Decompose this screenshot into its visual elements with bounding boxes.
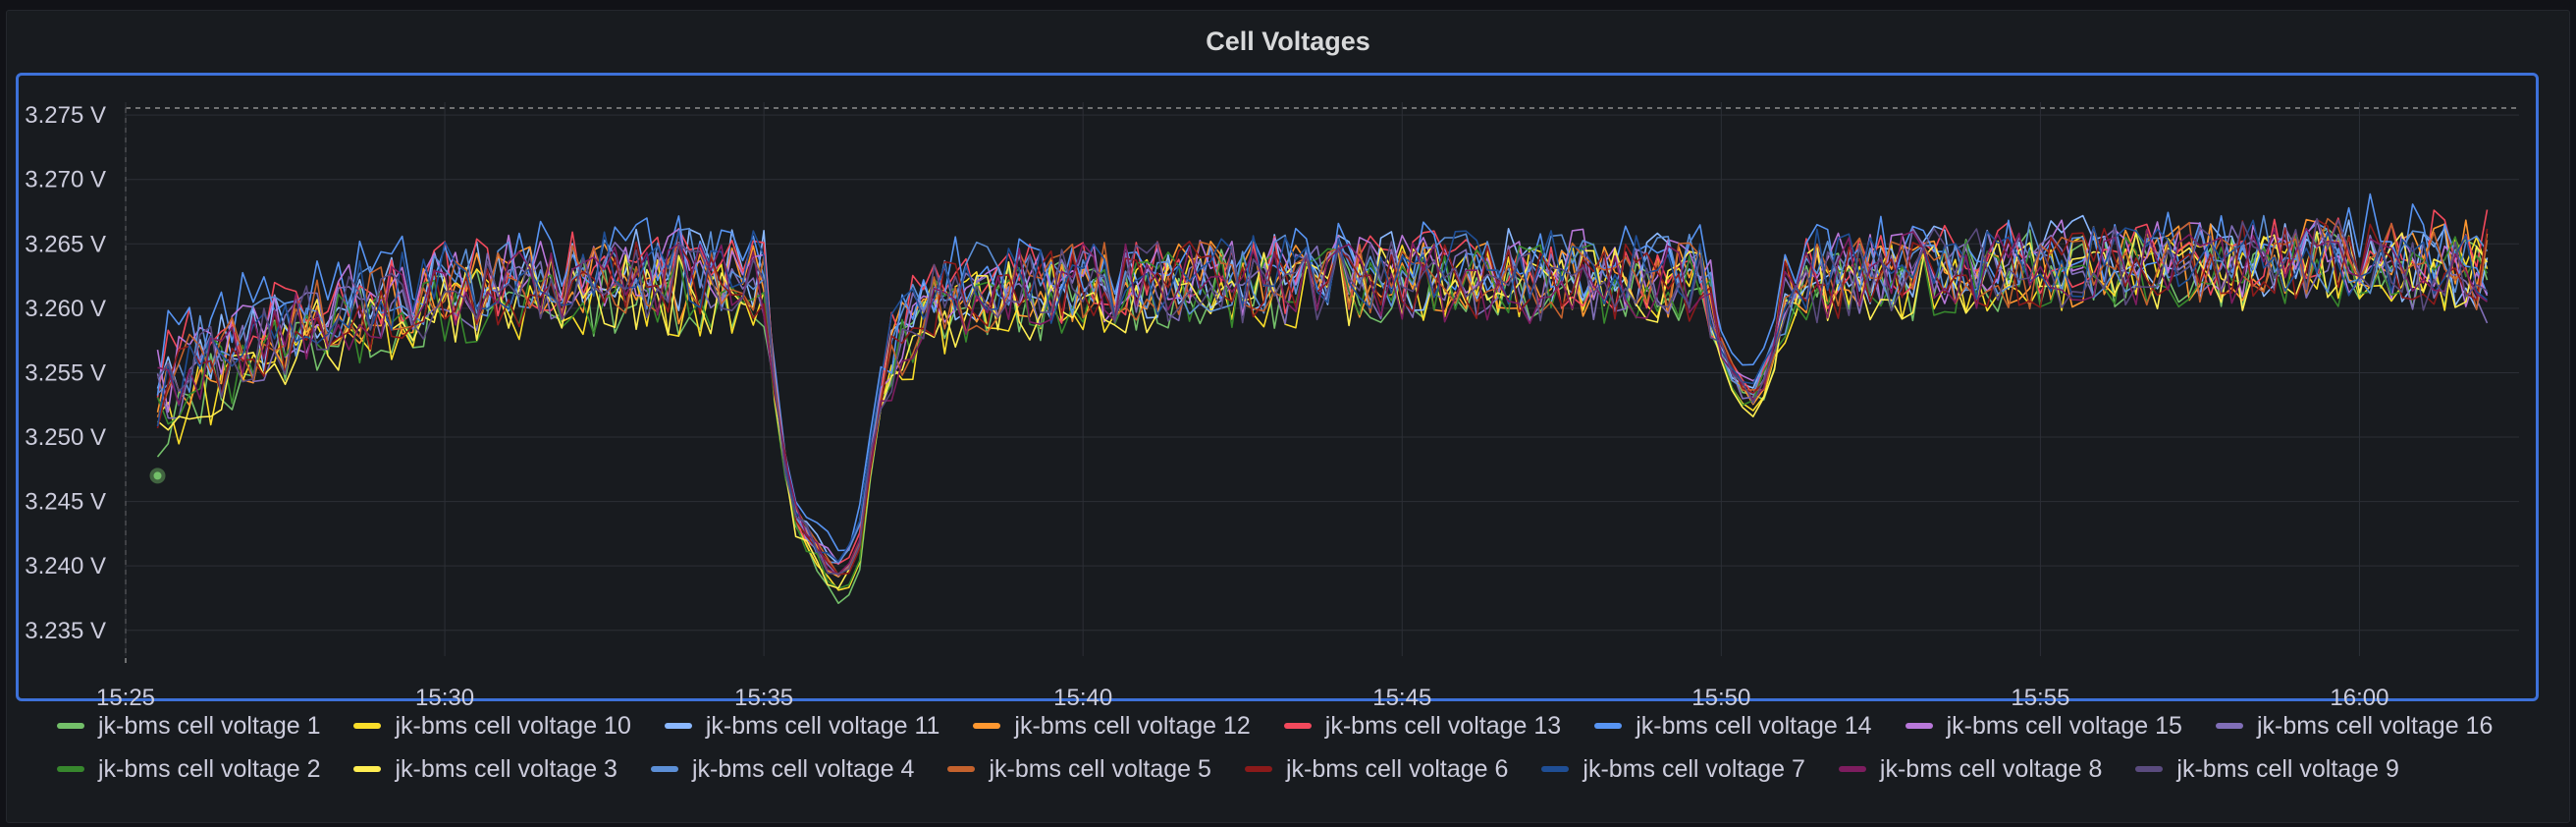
legend-swatch bbox=[650, 766, 678, 772]
legend-label: jk-bms cell voltage 4 bbox=[691, 754, 915, 783]
legend-swatch bbox=[1541, 766, 1570, 772]
cell-voltages-panel: Cell Voltages bbox=[6, 10, 2570, 823]
legend-swatch bbox=[353, 766, 382, 772]
legend-swatch bbox=[664, 723, 692, 729]
legend-swatch bbox=[57, 723, 84, 729]
legend-label: jk-bms cell voltage 13 bbox=[1324, 711, 1562, 740]
legend-item[interactable]: jk-bms cell voltage 16 bbox=[2215, 709, 2494, 743]
x-tick-label: 15:35 bbox=[734, 685, 793, 711]
legend-swatch bbox=[1283, 723, 1312, 729]
x-tick-label: 15:30 bbox=[415, 685, 474, 711]
legend-item[interactable]: jk-bms cell voltage 13 bbox=[1283, 709, 1562, 743]
panel-title[interactable]: Cell Voltages bbox=[1206, 27, 1370, 56]
series-line-14[interactable] bbox=[156, 219, 2489, 563]
legend-label: jk-bms cell voltage 12 bbox=[1014, 711, 1251, 740]
series-line-6[interactable] bbox=[156, 193, 2489, 552]
chart-legend: jk-bms cell voltage 1 jk-bms cell voltage… bbox=[57, 709, 2550, 786]
x-tick-label: 15:50 bbox=[1691, 685, 1750, 711]
y-tick-label: 3.265 V bbox=[25, 231, 106, 257]
legend-item[interactable]: jk-bms cell voltage 6 bbox=[1244, 752, 1509, 786]
series-line-3[interactable] bbox=[156, 214, 2489, 566]
y-tick-label: 3.260 V bbox=[25, 296, 106, 322]
legend-swatch bbox=[947, 766, 976, 772]
y-tick-label: 3.270 V bbox=[25, 167, 106, 193]
legend-label: jk-bms cell voltage 7 bbox=[1583, 754, 1805, 783]
legend-swatch bbox=[1905, 723, 1933, 729]
legend-label: jk-bms cell voltage 8 bbox=[1879, 754, 2103, 783]
legend-label: jk-bms cell voltage 5 bbox=[989, 754, 1211, 783]
legend-swatch bbox=[1838, 766, 1866, 772]
legend-swatch bbox=[2215, 723, 2243, 729]
legend-label: jk-bms cell voltage 6 bbox=[1285, 754, 1509, 783]
y-tick-label: 3.235 V bbox=[25, 618, 106, 644]
legend-label: jk-bms cell voltage 16 bbox=[2256, 711, 2494, 740]
legend-swatch bbox=[57, 766, 84, 772]
series-line-12[interactable] bbox=[156, 217, 2489, 577]
y-tick-label: 3.275 V bbox=[25, 102, 106, 129]
y-tick-label: 3.245 V bbox=[25, 489, 106, 516]
hover-point[interactable] bbox=[153, 471, 162, 480]
x-tick-label: 16:00 bbox=[2330, 685, 2388, 711]
plot-frame[interactable] bbox=[16, 73, 2539, 701]
legend-item[interactable]: jk-bms cell voltage 11 bbox=[664, 709, 940, 743]
legend-item[interactable]: jk-bms cell voltage 10 bbox=[353, 709, 631, 743]
legend-swatch bbox=[1594, 723, 1623, 729]
legend-item[interactable]: jk-bms cell voltage 2 bbox=[57, 752, 320, 786]
legend-swatch bbox=[353, 723, 382, 729]
legend-swatch bbox=[2135, 766, 2164, 772]
legend-label: jk-bms cell voltage 14 bbox=[1636, 711, 1872, 740]
legend-label: jk-bms cell voltage 3 bbox=[395, 754, 617, 783]
legend-label: jk-bms cell voltage 15 bbox=[1946, 711, 2182, 740]
legend-label: jk-bms cell voltage 2 bbox=[98, 754, 321, 783]
series-line-16[interactable] bbox=[156, 217, 2488, 576]
legend-item[interactable]: jk-bms cell voltage 8 bbox=[1838, 752, 2103, 786]
legend-item[interactable]: jk-bms cell voltage 7 bbox=[1541, 752, 1805, 786]
y-tick-label: 3.250 V bbox=[25, 424, 106, 451]
legend-label: jk-bms cell voltage 9 bbox=[2176, 754, 2399, 783]
legend-item[interactable]: jk-bms cell voltage 14 bbox=[1594, 709, 1872, 743]
legend-item[interactable]: jk-bms cell voltage 4 bbox=[650, 752, 915, 786]
legend-item[interactable]: jk-bms cell voltage 9 bbox=[2135, 752, 2399, 786]
legend-label: jk-bms cell voltage 11 bbox=[705, 711, 940, 740]
legend-label: jk-bms cell voltage 1 bbox=[98, 711, 321, 740]
y-tick-label: 3.255 V bbox=[25, 359, 106, 386]
legend-label: jk-bms cell voltage 10 bbox=[395, 711, 631, 740]
x-tick-label: 15:40 bbox=[1053, 685, 1112, 711]
legend-swatch bbox=[1244, 766, 1272, 772]
legend-item[interactable]: jk-bms cell voltage 3 bbox=[353, 752, 617, 786]
x-tick-label: 15:55 bbox=[2011, 685, 2069, 711]
legend-item[interactable]: jk-bms cell voltage 12 bbox=[973, 709, 1251, 743]
legend-item[interactable]: jk-bms cell voltage 5 bbox=[947, 752, 1211, 786]
legend-swatch bbox=[973, 723, 1001, 729]
legend-item[interactable]: jk-bms cell voltage 1 bbox=[57, 709, 320, 743]
x-tick-label: 15:45 bbox=[1372, 685, 1431, 711]
legend-item[interactable]: jk-bms cell voltage 15 bbox=[1905, 709, 2182, 743]
x-tick-label: 15:25 bbox=[96, 685, 155, 711]
series-line-15[interactable] bbox=[157, 227, 2488, 576]
y-tick-label: 3.240 V bbox=[25, 553, 106, 579]
